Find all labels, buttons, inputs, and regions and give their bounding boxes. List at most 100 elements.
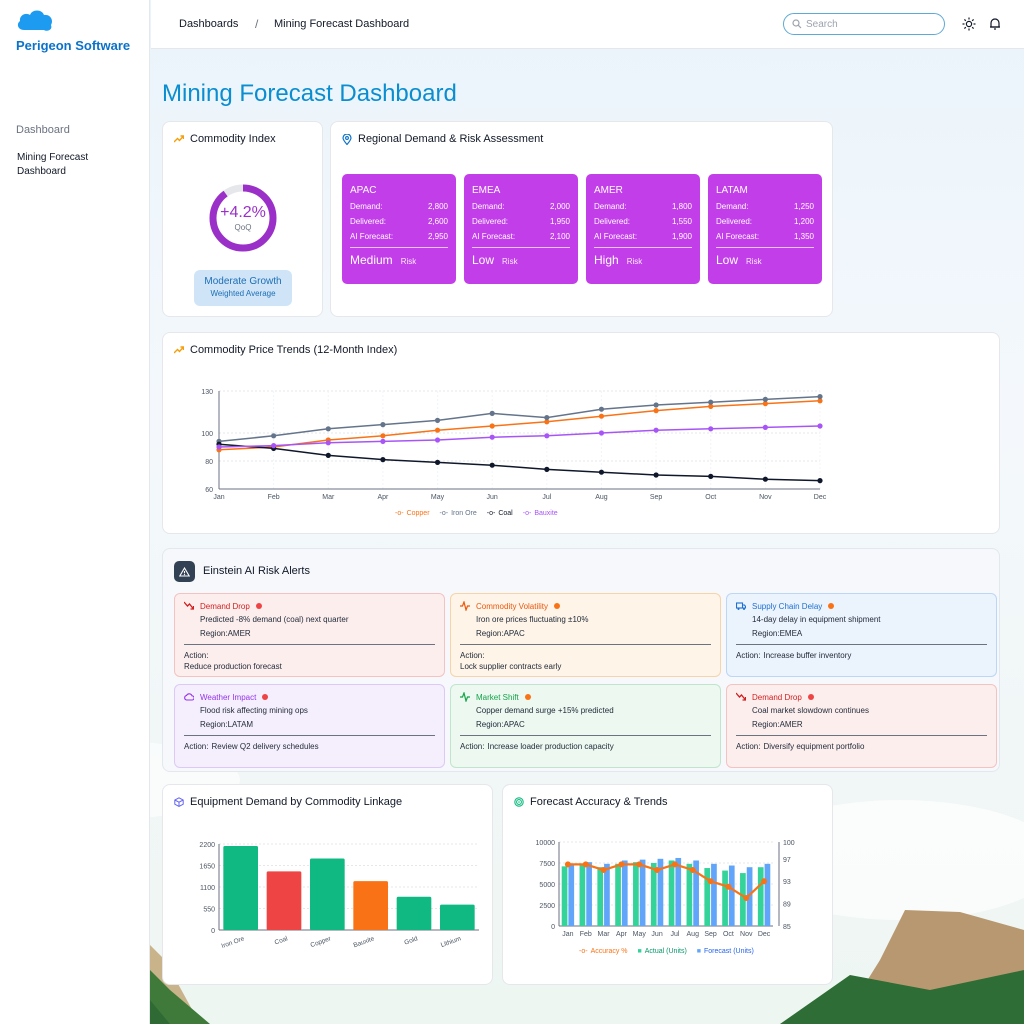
alert-card[interactable]: Market Shift Copper demand surge +15% pre… [450, 684, 721, 768]
data-point[interactable] [743, 895, 750, 901]
data-point[interactable] [708, 426, 714, 432]
data-point[interactable] [707, 878, 714, 885]
data-point[interactable] [817, 478, 823, 484]
data-point[interactable] [653, 472, 659, 478]
data-point[interactable] [582, 861, 589, 868]
data-point[interactable] [271, 443, 277, 449]
bar-lithium[interactable] [440, 904, 475, 930]
alert-card[interactable]: Supply Chain Delay 14-day delay in equipm… [726, 593, 997, 677]
logo[interactable]: Perigeon Software [16, 6, 130, 53]
data-point[interactable] [598, 469, 605, 475]
data-point[interactable] [325, 452, 331, 458]
bar-actual[interactable] [757, 867, 764, 926]
legend-item-actual-units-[interactable]: ■ Actual (Units) [638, 948, 687, 955]
sidebar-section-dashboard[interactable]: Dashboard [16, 124, 70, 136]
bar-gold[interactable] [396, 896, 432, 930]
bar-actual[interactable] [650, 863, 657, 926]
data-point[interactable] [325, 426, 331, 432]
data-point[interactable] [380, 433, 386, 439]
data-point[interactable] [380, 438, 386, 444]
bar-actual[interactable] [722, 870, 728, 926]
search-box[interactable] [783, 13, 945, 35]
legend-item-bauxite[interactable]: -o- Bauxite [523, 510, 558, 517]
data-point[interactable] [434, 437, 441, 443]
data-point[interactable] [434, 427, 441, 433]
data-point[interactable] [434, 459, 441, 465]
data-point[interactable] [434, 417, 441, 423]
region-card-latam[interactable]: LATAM Demand: 1,250 Delivered: 1,200 AI Forec… [708, 174, 822, 284]
data-point[interactable] [544, 466, 550, 472]
bell-icon[interactable] [988, 17, 1002, 31]
data-point[interactable] [725, 883, 732, 890]
data-point[interactable] [653, 408, 659, 414]
legend-item-accuracy-[interactable]: -o- Accuracy % [579, 948, 628, 955]
data-point[interactable] [708, 403, 714, 409]
data-point[interactable] [489, 462, 495, 468]
region-card-apac[interactable]: APAC Demand: 2,800 Delivered: 2,600 AI Foreca… [342, 174, 456, 284]
bar-actual[interactable] [740, 873, 746, 926]
bar-forecast[interactable] [675, 857, 682, 926]
legend-item-forecast-units-[interactable]: ■ Forecast (Units) [697, 948, 754, 955]
data-point[interactable] [598, 430, 605, 436]
data-point[interactable] [489, 423, 495, 429]
bar-forecast[interactable] [586, 862, 592, 926]
alert-card[interactable]: Demand Drop Coal market slowdown continue… [726, 684, 997, 768]
data-point[interactable] [653, 427, 659, 433]
bar-forecast[interactable] [604, 863, 610, 926]
data-point[interactable] [762, 424, 768, 430]
data-point[interactable] [762, 401, 768, 407]
data-point[interactable] [489, 434, 495, 440]
data-point[interactable] [600, 867, 607, 873]
bar-forecast[interactable] [639, 859, 646, 926]
data-point[interactable] [653, 402, 659, 408]
data-point[interactable] [544, 415, 550, 421]
breadcrumb-dashboards[interactable]: Dashboards [179, 18, 239, 30]
data-point[interactable] [380, 422, 386, 428]
bar-forecast[interactable] [621, 860, 628, 926]
legend-item-iron-ore[interactable]: -o- Iron Ore [440, 510, 477, 517]
data-point[interactable] [671, 861, 678, 868]
bar-actual[interactable] [704, 868, 711, 926]
bar-actual[interactable] [686, 863, 693, 926]
bar-actual[interactable] [597, 867, 604, 926]
data-point[interactable] [689, 867, 696, 873]
data-point[interactable] [216, 444, 222, 450]
sidebar-item-mining-forecast[interactable]: Mining Forecast Dashboard [17, 152, 89, 177]
data-point[interactable] [564, 861, 571, 868]
data-point[interactable] [544, 419, 550, 425]
data-point[interactable] [654, 867, 661, 873]
data-point[interactable] [762, 396, 768, 402]
data-point[interactable] [761, 878, 768, 885]
data-point[interactable] [544, 433, 550, 439]
bar-actual[interactable] [561, 866, 568, 926]
bar-actual[interactable] [633, 862, 639, 926]
sun-icon[interactable] [962, 17, 976, 31]
data-point[interactable] [708, 473, 714, 479]
legend-item-coal[interactable]: -o- Coal [487, 510, 513, 517]
bar-actual[interactable] [579, 864, 586, 926]
bar-actual[interactable] [668, 860, 675, 926]
search-input[interactable] [806, 18, 936, 30]
data-point[interactable] [598, 406, 605, 412]
alert-card[interactable]: Commodity Volatility Iron ore prices fluc… [450, 593, 721, 677]
data-point[interactable] [708, 399, 714, 405]
alert-card[interactable]: Weather Impact Flood risk affecting minin… [174, 684, 445, 768]
bar-coal[interactable] [266, 871, 302, 930]
bar-forecast[interactable] [711, 863, 717, 926]
bar-forecast[interactable] [746, 867, 753, 926]
data-point[interactable] [618, 861, 625, 868]
bar-forecast[interactable] [764, 863, 771, 926]
bar-forecast[interactable] [728, 865, 735, 926]
data-point[interactable] [817, 394, 823, 400]
bar-iron-ore[interactable] [223, 845, 258, 930]
data-point[interactable] [817, 423, 823, 429]
bar-forecast[interactable] [657, 858, 664, 926]
bar-copper[interactable] [310, 858, 345, 930]
alert-card[interactable]: Demand Drop Predicted -8% demand (coal) n… [174, 593, 445, 677]
bar-forecast[interactable] [568, 864, 575, 926]
data-point[interactable] [817, 398, 823, 404]
data-point[interactable] [762, 476, 768, 482]
data-point[interactable] [598, 413, 605, 419]
region-card-emea[interactable]: EMEA Demand: 2,000 Delivered: 1,950 AI Foreca… [464, 174, 578, 284]
bar-actual[interactable] [615, 863, 621, 926]
